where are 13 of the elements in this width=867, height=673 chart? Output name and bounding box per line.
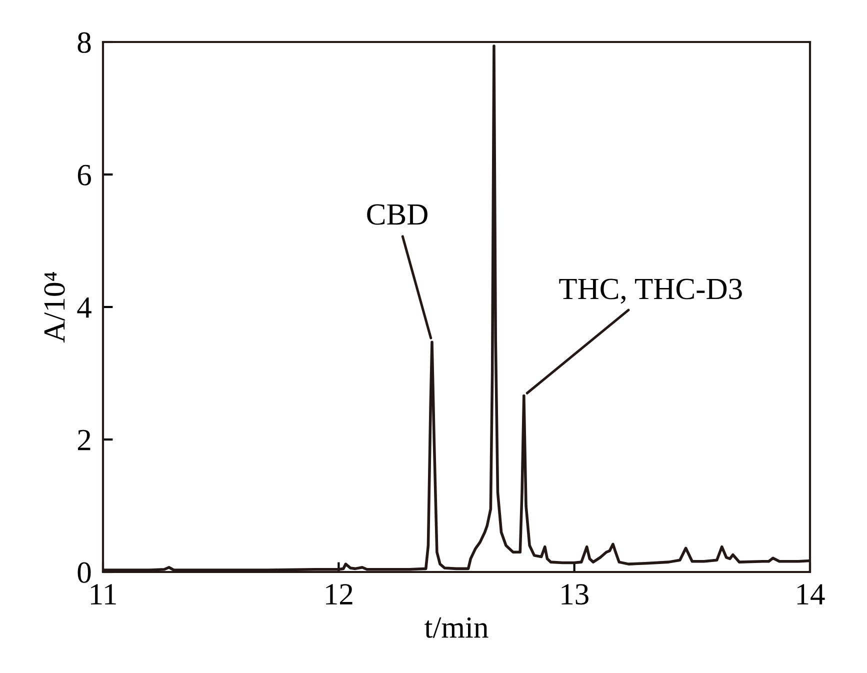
x-axis-title: t/min	[424, 617, 488, 638]
y-tick-label: 4	[77, 297, 92, 318]
x-tick-label: 14	[797, 584, 825, 604]
annotation: THC, THC-D3	[559, 278, 742, 304]
x-tick-label: 11	[90, 584, 116, 604]
y-tick-label: 0	[78, 562, 91, 583]
x-tick-label: 12	[326, 584, 352, 604]
y-tick-label: 2	[78, 430, 90, 450]
y-axis-title: A/10⁴	[44, 272, 65, 343]
y-tick-label: 8	[78, 32, 91, 53]
y-tick-label: 6	[78, 164, 91, 186]
x-tick-label: 13	[562, 584, 588, 605]
annotation: CBD	[367, 204, 428, 225]
